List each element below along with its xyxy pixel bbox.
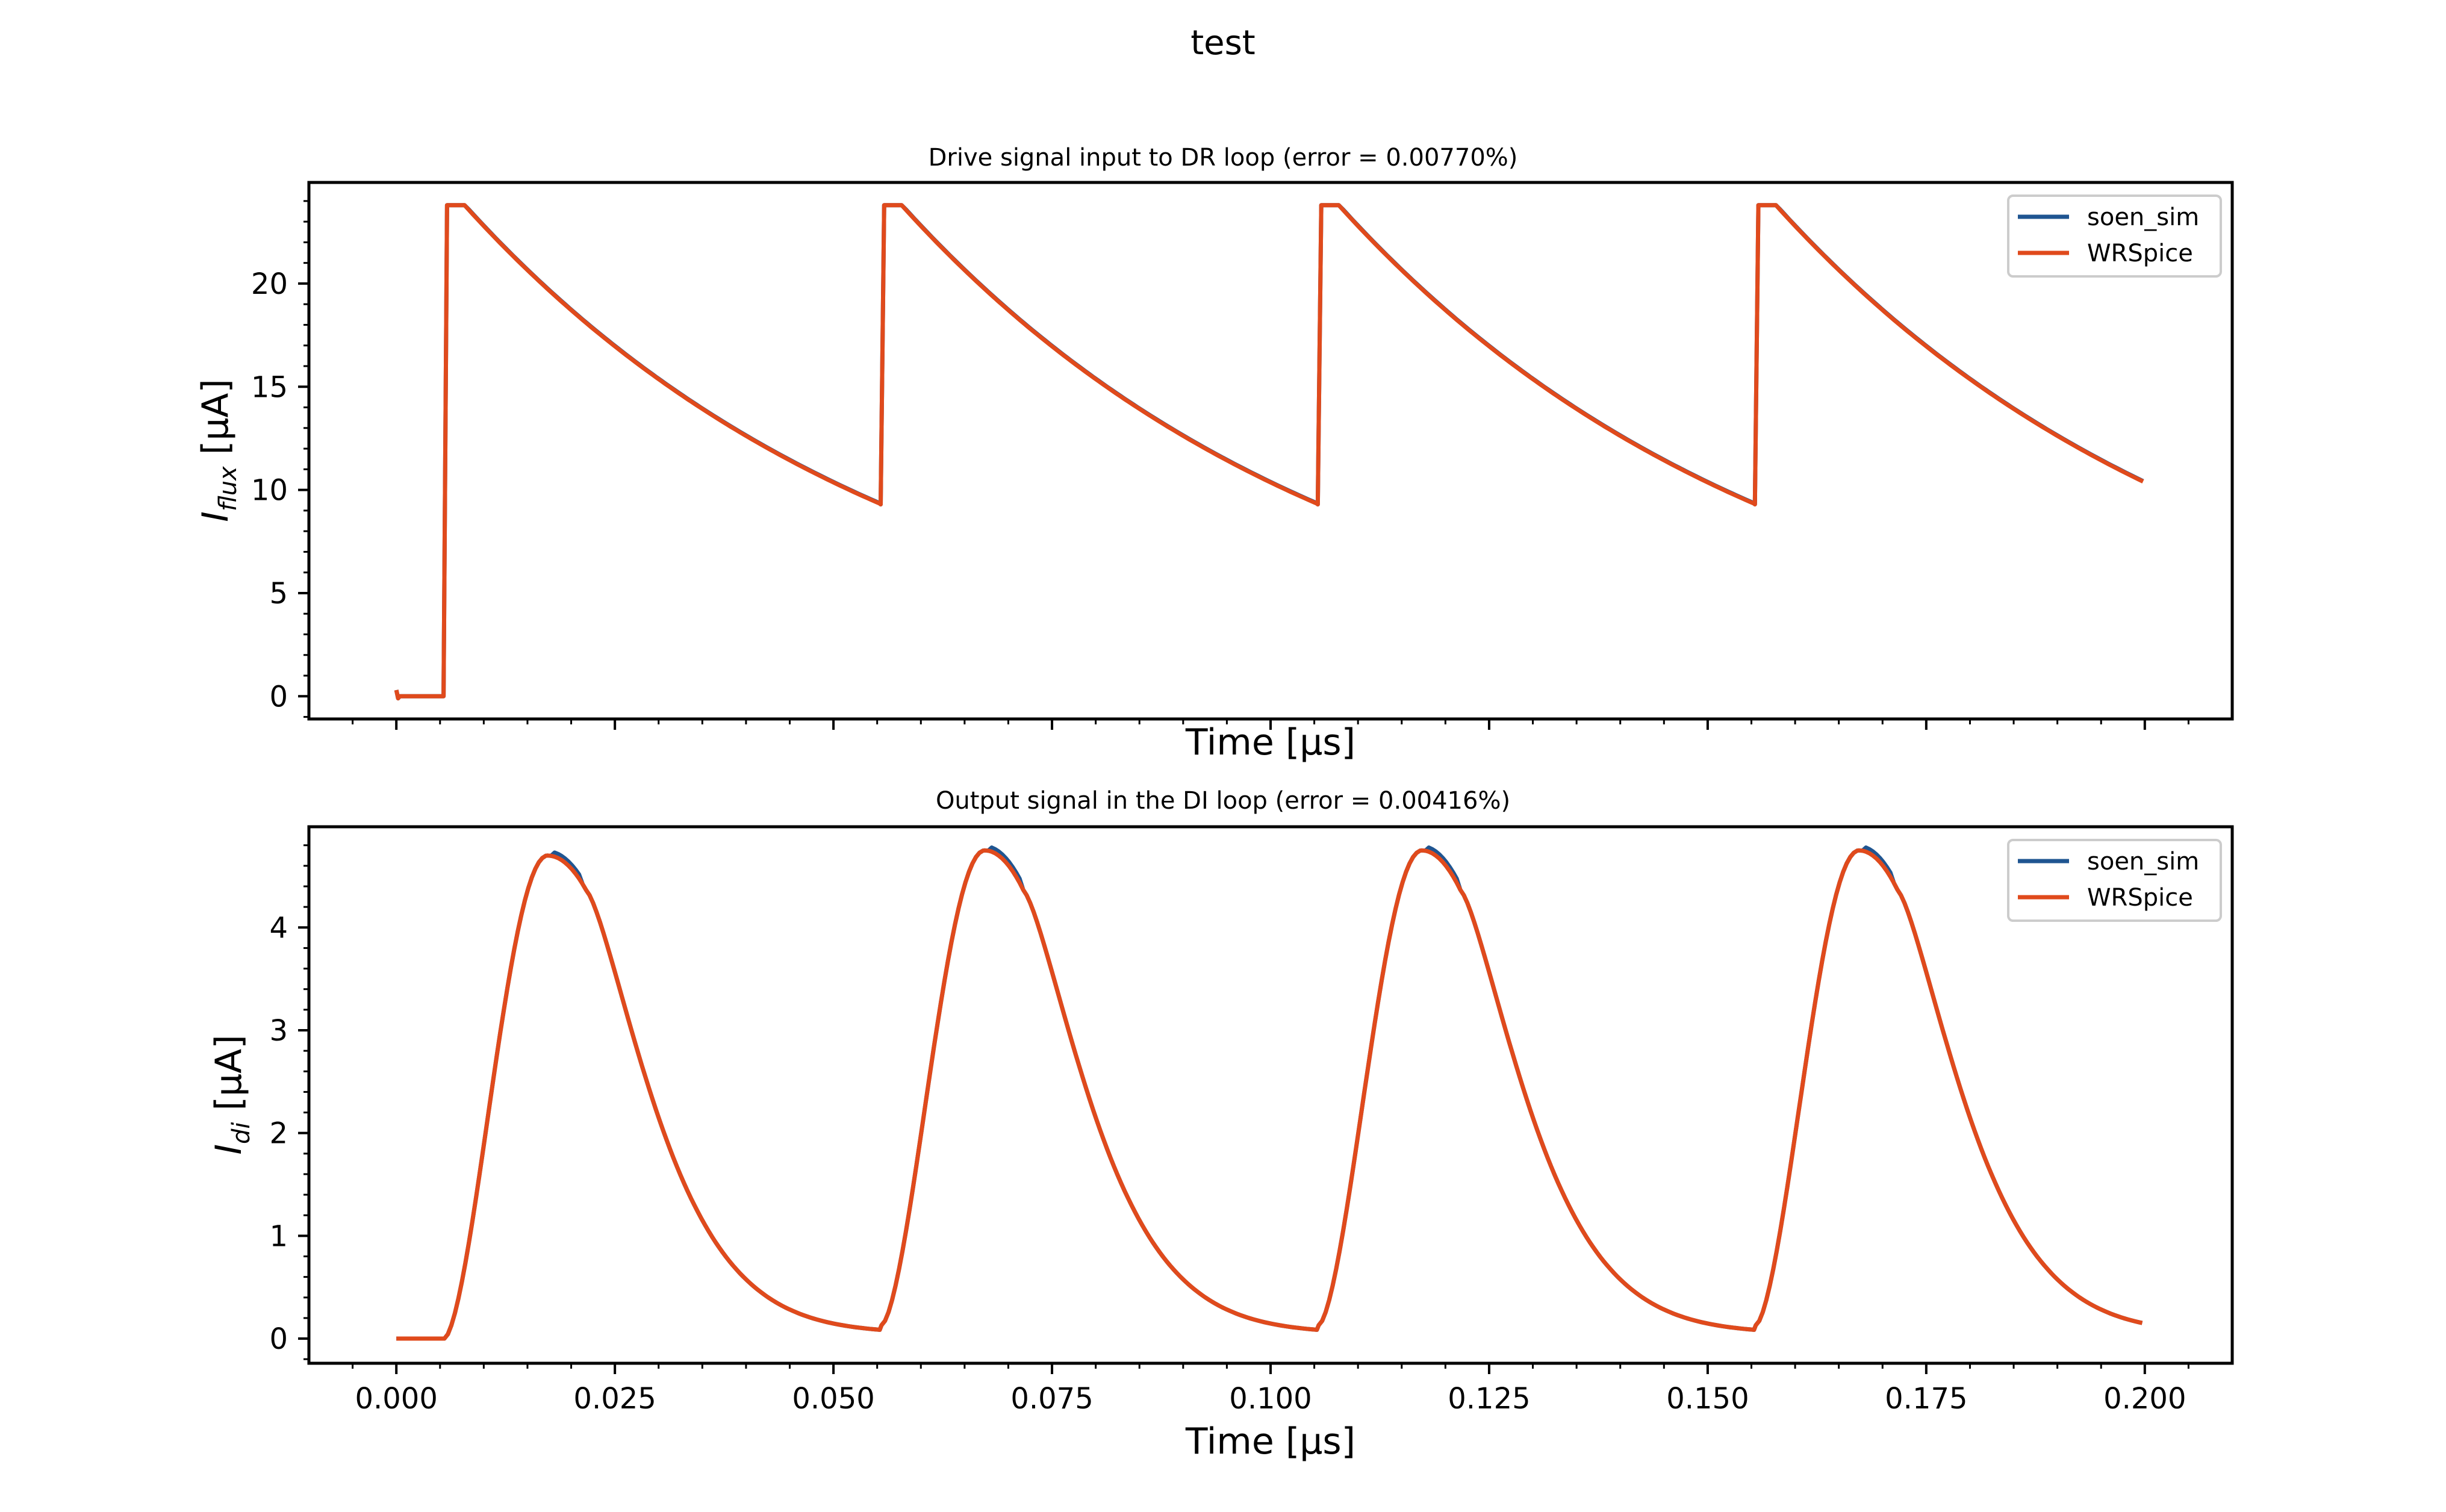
figure-suptitle: test bbox=[1190, 23, 1256, 63]
panel-2-ytick-label: 4 bbox=[269, 911, 288, 945]
panel-2-series-wrspice bbox=[396, 848, 2143, 1341]
panel-2-legend: soen_sim WRSpice bbox=[2007, 839, 2222, 922]
panel-2-ytick-label: 0 bbox=[269, 1322, 288, 1356]
panel-1-plot-lines bbox=[394, 203, 2144, 701]
panel-2-title: Output signal in the DI loop (error = 0.… bbox=[936, 787, 1510, 815]
panel-2-ytick-label: 2 bbox=[269, 1117, 288, 1151]
panel-1-legend: soen_sim WRSpice bbox=[2007, 194, 2222, 278]
panel-2-xtick-label: 0.125 bbox=[1448, 1382, 1530, 1416]
panel-2-ylabel: Idi [μA] bbox=[208, 1034, 255, 1154]
panel-2-xtick-label: 0.175 bbox=[1885, 1382, 1967, 1416]
panel-1-ytick-label: 20 bbox=[251, 267, 288, 301]
panel-1-series-wrspice bbox=[394, 203, 2144, 701]
panel-1-legend-label-soen-sim: soen_sim bbox=[2087, 204, 2199, 231]
panel-1-legend-label-wrspice: WRSpice bbox=[2087, 240, 2193, 267]
panel-2-xtick-label: 0.075 bbox=[1010, 1382, 1093, 1416]
panel-2-xtick-label: 0.100 bbox=[1229, 1382, 1312, 1416]
panel-2-xlabel: Time [μs] bbox=[1185, 1420, 1355, 1463]
panel-1-axes-frame bbox=[307, 181, 2234, 721]
panel-2-series-soen-sim bbox=[396, 845, 2143, 1341]
panel-2-axes-frame bbox=[307, 825, 2234, 1365]
panel-2-ytick-label: 1 bbox=[269, 1219, 288, 1253]
panel-2-xtick-label: 0.200 bbox=[2103, 1382, 2186, 1416]
panel-output-signal: Output signal in the DI loop (error = 0.… bbox=[208, 787, 2234, 1463]
panel-2-ytick-label: 3 bbox=[269, 1014, 288, 1048]
panel-1-ytick-label: 0 bbox=[269, 680, 288, 714]
panel-1-ytick-label: 10 bbox=[251, 474, 288, 508]
panel-1-series-soen-sim bbox=[394, 203, 2144, 701]
panel-1-ytick-label: 15 bbox=[251, 370, 288, 404]
panel-2-ticks: 0.000 0.025 0.050 0.075 0.100 0.125 0.150 0.175… bbox=[269, 844, 2189, 1416]
panel-1-ticks: 0 5 10 15 20 bbox=[251, 200, 2189, 730]
panel-2-xtick-label: 0.000 bbox=[355, 1382, 437, 1416]
panel-1-ytick-label: 5 bbox=[269, 577, 288, 611]
panel-2-xtick-label: 0.025 bbox=[573, 1382, 656, 1416]
panel-drive-signal: Drive signal input to DR loop (error = 0… bbox=[194, 144, 2234, 764]
panel-2-legend-label-soen-sim: soen_sim bbox=[2087, 848, 2199, 876]
panel-2-xtick-label: 0.150 bbox=[1666, 1382, 1749, 1416]
panel-1-title: Drive signal input to DR loop (error = 0… bbox=[929, 144, 1518, 172]
panel-1-ylabel: Iflux [μA] bbox=[194, 379, 242, 522]
panel-2-xtick-label: 0.050 bbox=[792, 1382, 874, 1416]
panel-1-xlabel: Time [μs] bbox=[1185, 721, 1355, 764]
panel-2-plot-lines bbox=[396, 845, 2143, 1341]
panel-2-legend-label-wrspice: WRSpice bbox=[2087, 884, 2193, 912]
